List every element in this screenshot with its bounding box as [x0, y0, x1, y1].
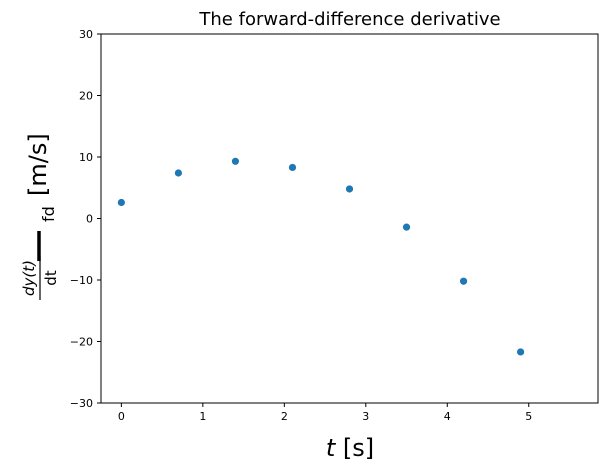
- plot-area: [100, 33, 599, 404]
- x-tick-label: 0: [118, 410, 125, 423]
- y-tick-label: 0: [86, 213, 93, 226]
- y-tick-label: 10: [79, 151, 93, 164]
- y-axis-label-denominator: dt: [42, 270, 60, 286]
- x-axis-unit: [s]: [343, 434, 374, 462]
- y-axis-label-subscript: fd: [39, 206, 58, 222]
- y-tick-label: 20: [79, 90, 93, 103]
- y-tick-label: −10: [70, 274, 93, 287]
- data-point: [117, 198, 125, 207]
- y-axis-label: dy(t) dt fd [m/s]: [20, 133, 60, 300]
- x-tick-label: 4: [444, 410, 451, 423]
- x-tick-label: 2: [281, 410, 288, 423]
- y-axis-ticks: −30 −20 −10 0 10 20 30: [70, 28, 101, 410]
- x-tick-label: 5: [525, 410, 532, 423]
- data-point: [459, 277, 468, 285]
- chart-title: The forward-difference derivative: [198, 9, 500, 30]
- x-axis-variable: t: [326, 434, 337, 462]
- y-tick-label: −20: [70, 336, 93, 349]
- data-point: [231, 157, 240, 165]
- data-point: [288, 163, 297, 172]
- x-axis-label: t [s]: [326, 434, 374, 462]
- data-point: [345, 185, 354, 193]
- y-tick-label: −30: [70, 397, 93, 410]
- data-points: [117, 157, 525, 356]
- data-point: [174, 169, 183, 177]
- x-axis-ticks: 0 1 2 3 4 5: [118, 403, 532, 423]
- x-tick-label: 3: [362, 410, 369, 423]
- data-point: [402, 223, 411, 231]
- y-axis-label-numerator: dy(t): [20, 260, 38, 296]
- data-point: [516, 348, 525, 356]
- y-tick-label: 30: [79, 28, 93, 41]
- y-axis-label-unit: [m/s]: [24, 133, 52, 196]
- x-tick-label: 1: [199, 410, 206, 423]
